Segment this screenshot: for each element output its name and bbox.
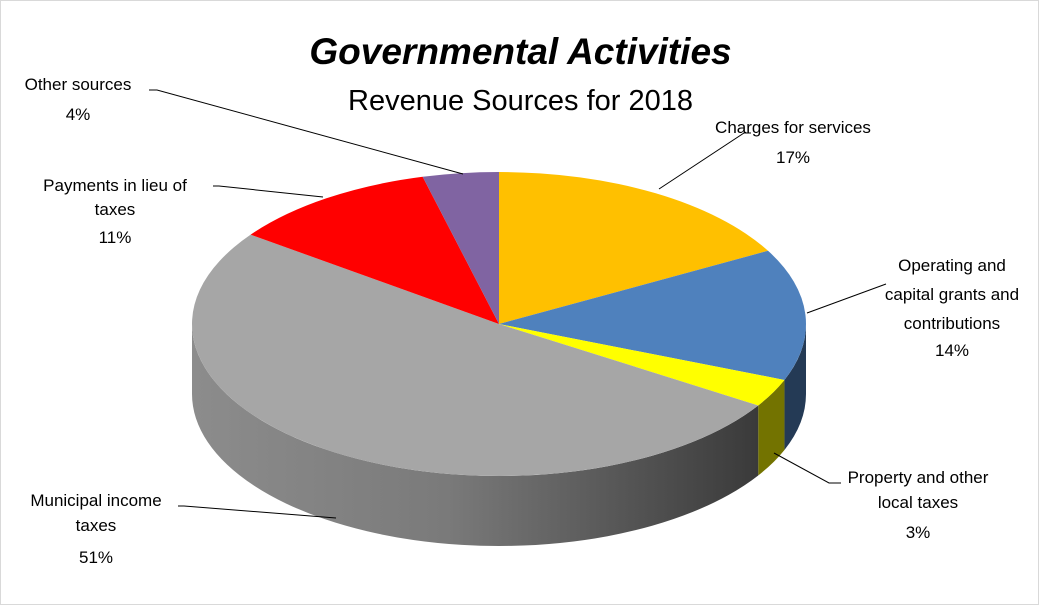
leader-line-operating-and-capital-grants-and-contributions (806, 283, 887, 314)
pie-slice-payments-in-lieu-of-taxes (250, 176, 499, 324)
pie-slice-property-and-other-local-taxes (499, 324, 785, 406)
value-label-charges-for-services: 17% (776, 148, 810, 167)
chart-subtitle: Revenue Sources for 2018 (348, 85, 693, 117)
pie-side-operating-and-capital-grants-and-contributions (784, 324, 806, 450)
category-label-operating-and-capital-grants-and-contributions: contributions (904, 314, 1000, 333)
value-label-other-sources: 4% (66, 105, 91, 124)
pie-side-municipal-income-taxes (191, 324, 759, 546)
category-label-property-and-other-local-taxes: Property and other (848, 468, 989, 487)
category-label-property-and-other-local-taxes: local taxes (878, 493, 958, 512)
category-label-charges-for-services: Charges for services (715, 118, 871, 137)
category-label-payments-in-lieu-of-taxes: Payments in lieu of (43, 176, 187, 195)
value-label-operating-and-capital-grants-and-contributions: 14% (935, 341, 969, 360)
pie-slice-operating-and-capital-grants-and-contributions (499, 250, 806, 380)
pie-slice-other-sources (422, 172, 499, 324)
category-label-payments-in-lieu-of-taxes: taxes (95, 200, 136, 219)
pie-side-property-and-other-local-taxes (758, 379, 785, 476)
leader-line-charges-for-services (658, 132, 751, 190)
category-label-other-sources: Other sources (25, 75, 132, 94)
pie-slice-municipal-income-taxes (192, 234, 759, 476)
leader-line-municipal-income-taxes (178, 505, 337, 519)
category-label-operating-and-capital-grants-and-contributions: Operating and (898, 256, 1006, 275)
value-label-property-and-other-local-taxes: 3% (906, 523, 931, 542)
category-label-municipal-income-taxes: Municipal income (30, 491, 161, 510)
category-label-municipal-income-taxes: taxes (76, 516, 117, 535)
chart-title: Governmental Activities (309, 31, 732, 72)
pie-slice-charges-for-services (499, 172, 769, 324)
leader-line-other-sources (149, 89, 464, 175)
value-label-municipal-income-taxes: 51% (79, 548, 113, 567)
leader-line-property-and-other-local-taxes (773, 452, 841, 484)
category-label-operating-and-capital-grants-and-contributions: capital grants and (885, 285, 1019, 304)
value-label-payments-in-lieu-of-taxes: 11% (99, 228, 132, 247)
leader-line-payments-in-lieu-of-taxes (213, 185, 324, 198)
